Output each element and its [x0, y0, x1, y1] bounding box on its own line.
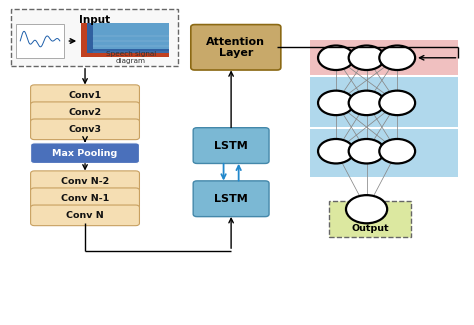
- Text: LSTM: LSTM: [214, 141, 248, 150]
- Bar: [17, 24, 64, 58]
- FancyBboxPatch shape: [31, 188, 139, 209]
- Bar: [329, 201, 411, 237]
- Bar: [310, 129, 458, 177]
- Circle shape: [318, 46, 354, 70]
- Text: Speech signal
diagram: Speech signal diagram: [106, 51, 156, 64]
- Text: Attention
Layer: Attention Layer: [206, 36, 265, 58]
- FancyBboxPatch shape: [31, 171, 139, 191]
- FancyBboxPatch shape: [31, 85, 139, 106]
- Circle shape: [346, 195, 387, 223]
- Bar: [11, 9, 178, 66]
- FancyBboxPatch shape: [191, 25, 281, 70]
- FancyBboxPatch shape: [31, 102, 139, 123]
- Text: Conv N-2: Conv N-2: [61, 177, 109, 186]
- FancyBboxPatch shape: [193, 128, 269, 163]
- Bar: [82, 23, 169, 57]
- Circle shape: [379, 139, 415, 163]
- FancyBboxPatch shape: [31, 143, 139, 163]
- Circle shape: [318, 91, 354, 115]
- Circle shape: [318, 139, 354, 163]
- Text: Max Pooling: Max Pooling: [53, 149, 118, 158]
- Text: LSTM: LSTM: [214, 194, 248, 204]
- FancyBboxPatch shape: [193, 181, 269, 217]
- Text: Conv3: Conv3: [69, 125, 101, 134]
- Circle shape: [379, 91, 415, 115]
- Text: Conv N-1: Conv N-1: [61, 194, 109, 203]
- Circle shape: [379, 46, 415, 70]
- Circle shape: [349, 91, 384, 115]
- Text: Input: Input: [79, 15, 110, 25]
- Circle shape: [349, 139, 384, 163]
- Circle shape: [349, 46, 384, 70]
- Text: Conv1: Conv1: [68, 91, 101, 100]
- FancyBboxPatch shape: [31, 119, 139, 140]
- Bar: [93, 23, 169, 49]
- Text: Output: Output: [351, 224, 389, 233]
- Text: Conv2: Conv2: [68, 108, 101, 117]
- FancyBboxPatch shape: [31, 205, 139, 226]
- Bar: [87, 23, 169, 53]
- Bar: [310, 40, 458, 75]
- Text: Conv N: Conv N: [66, 211, 104, 220]
- Bar: [310, 77, 458, 127]
